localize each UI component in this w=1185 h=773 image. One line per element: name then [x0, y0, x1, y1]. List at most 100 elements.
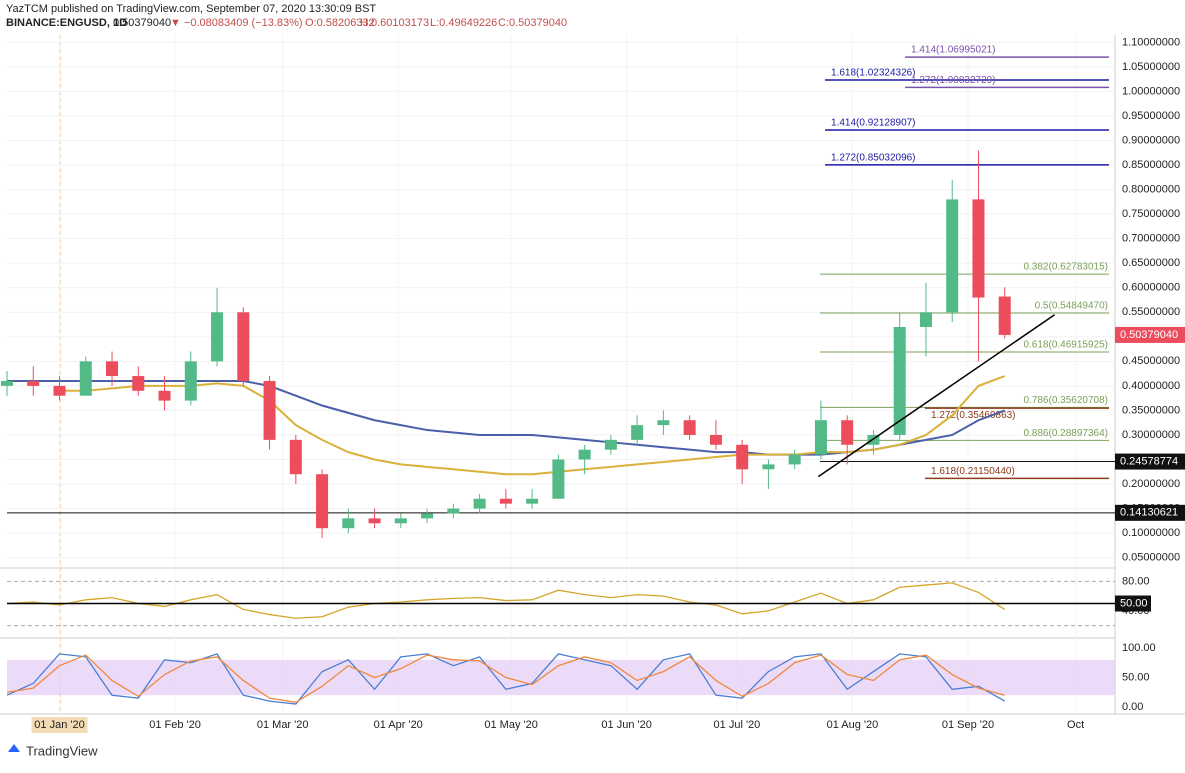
- candle-body: [53, 385, 66, 396]
- y-tick-label: 1.05000000: [1122, 61, 1180, 73]
- x-tick-label: 01 Jul '20: [714, 719, 761, 731]
- candle-body: [499, 498, 512, 504]
- candle-body: [106, 361, 119, 377]
- x-tick-label: Oct: [1067, 719, 1084, 731]
- y-tick-label: 80.00: [1122, 575, 1150, 587]
- candle-body: [421, 513, 434, 519]
- x-tick-label: 01 Mar '20: [257, 719, 309, 731]
- x-tick-label: 01 Sep '20: [942, 719, 994, 731]
- candle-body: [762, 464, 775, 470]
- high: H:0.60103173: [360, 17, 429, 29]
- fib-label: 1.272(0.85032096): [831, 153, 916, 164]
- mid-label: 50.00: [1120, 597, 1148, 609]
- candle-body: [316, 474, 329, 529]
- candle-body: [394, 518, 407, 524]
- candle-body: [552, 459, 565, 499]
- candle-body: [368, 518, 381, 524]
- logo-icon: [8, 744, 20, 752]
- price-box-label: 0.24578774: [1120, 455, 1178, 467]
- y-tick-label: 0.35000000: [1122, 404, 1180, 416]
- fib-label: 1.414(1.06995021): [911, 45, 996, 56]
- candle-body: [919, 312, 932, 327]
- indicator-line: [6, 653, 1006, 705]
- candle-body: [342, 518, 355, 529]
- x-tick-label: 01 Jan '20: [34, 719, 84, 731]
- y-tick-label: 0.30000000: [1122, 429, 1180, 441]
- candle-body: [211, 312, 224, 362]
- price-box-label: 0.14130621: [1120, 507, 1178, 519]
- x-tick-label: 01 May '20: [484, 719, 537, 731]
- y-tick-label: 0.45000000: [1122, 355, 1180, 367]
- price-box: [1115, 453, 1185, 470]
- candle-body: [526, 498, 539, 504]
- candle-body: [289, 439, 302, 475]
- y-tick-label: 50.00: [1122, 671, 1150, 683]
- y-tick-label: 1.10000000: [1122, 36, 1180, 48]
- y-tick-label: 0.70000000: [1122, 233, 1180, 245]
- x-tick-label: 01 Jun '20: [601, 719, 651, 731]
- candle-body: [946, 199, 959, 313]
- candle-body: [447, 508, 460, 514]
- y-tick-label: 0.00: [1122, 701, 1143, 713]
- mid-box: [1115, 595, 1151, 612]
- fib-label: 1.618(0.21150440): [931, 466, 1015, 477]
- y-tick-label: 0.95000000: [1122, 110, 1180, 122]
- x-tick-highlight: [31, 717, 88, 733]
- candle-body: [893, 326, 906, 435]
- open: O:0.58206332: [305, 17, 375, 29]
- y-tick-label: 0.75000000: [1122, 208, 1180, 220]
- candle-body: [631, 425, 644, 440]
- trendline: [817, 314, 1056, 478]
- close: C:0.50379040: [498, 17, 567, 29]
- y-tick-label: 0.65000000: [1122, 257, 1180, 269]
- x-tick-label: 01 Feb '20: [149, 719, 201, 731]
- x-tick-label: 01 Aug '20: [827, 719, 879, 731]
- low: L:0.49649226: [430, 17, 497, 29]
- candle-body: [604, 439, 617, 450]
- y-tick-label: 0.85000000: [1122, 159, 1180, 171]
- fib-label: 1.414(0.92128907): [831, 118, 916, 129]
- y-tick-label: 0.90000000: [1122, 134, 1180, 146]
- candle-body: [1, 380, 13, 386]
- fib-label: 1.272(0.35460863): [931, 410, 1016, 421]
- fib-label: 0.382(0.62783015): [1023, 262, 1108, 273]
- y-tick-label: 0.60000000: [1122, 282, 1180, 294]
- change: ▼ −0.08083409 (−13.83%): [170, 17, 303, 29]
- candle-body: [27, 380, 40, 386]
- candle-body: [473, 498, 486, 509]
- y-tick-label: 0.20000000: [1122, 478, 1180, 490]
- candle-body: [841, 420, 854, 445]
- candle-body: [814, 420, 827, 455]
- candle-body: [578, 449, 591, 460]
- candle-body: [867, 434, 880, 445]
- price: 0.50379040: [113, 17, 171, 29]
- candle-body: [263, 380, 276, 440]
- symbol: BINANCE:ENGUSD, 1D: [6, 17, 127, 29]
- price-box: [1115, 504, 1185, 521]
- indicator-band: [7, 659, 1115, 696]
- publisher: YazTCM published on TradingView.com, Sep…: [6, 3, 376, 15]
- indicator-line: [6, 654, 1005, 703]
- y-tick-label: 0.40000000: [1122, 380, 1180, 392]
- candle-body: [709, 434, 722, 445]
- x-tick-label: 01 Apr '20: [374, 719, 423, 731]
- last-price-box: [1115, 326, 1185, 343]
- fib-label: 0.886(0.28897364): [1023, 428, 1108, 439]
- candle-body: [998, 296, 1011, 335]
- y-tick-label: 0.80000000: [1122, 183, 1180, 195]
- y-tick-label: 0.55000000: [1122, 306, 1180, 318]
- candle-body: [736, 444, 749, 470]
- candle-body: [158, 390, 171, 401]
- fib-label: 0.618(0.46915925): [1023, 340, 1108, 351]
- candle-body: [132, 376, 145, 391]
- y-tick-label: 100.00: [1122, 642, 1156, 654]
- candle-body: [657, 420, 670, 426]
- fib-label: 0.5(0.54849470): [1035, 301, 1108, 312]
- candle-body: [972, 199, 985, 298]
- candle-body: [184, 361, 197, 401]
- brand: TradingView: [26, 743, 98, 758]
- y-tick-label: 0.10000000: [1122, 527, 1180, 539]
- last-price-label: 0.50379040: [1120, 329, 1178, 341]
